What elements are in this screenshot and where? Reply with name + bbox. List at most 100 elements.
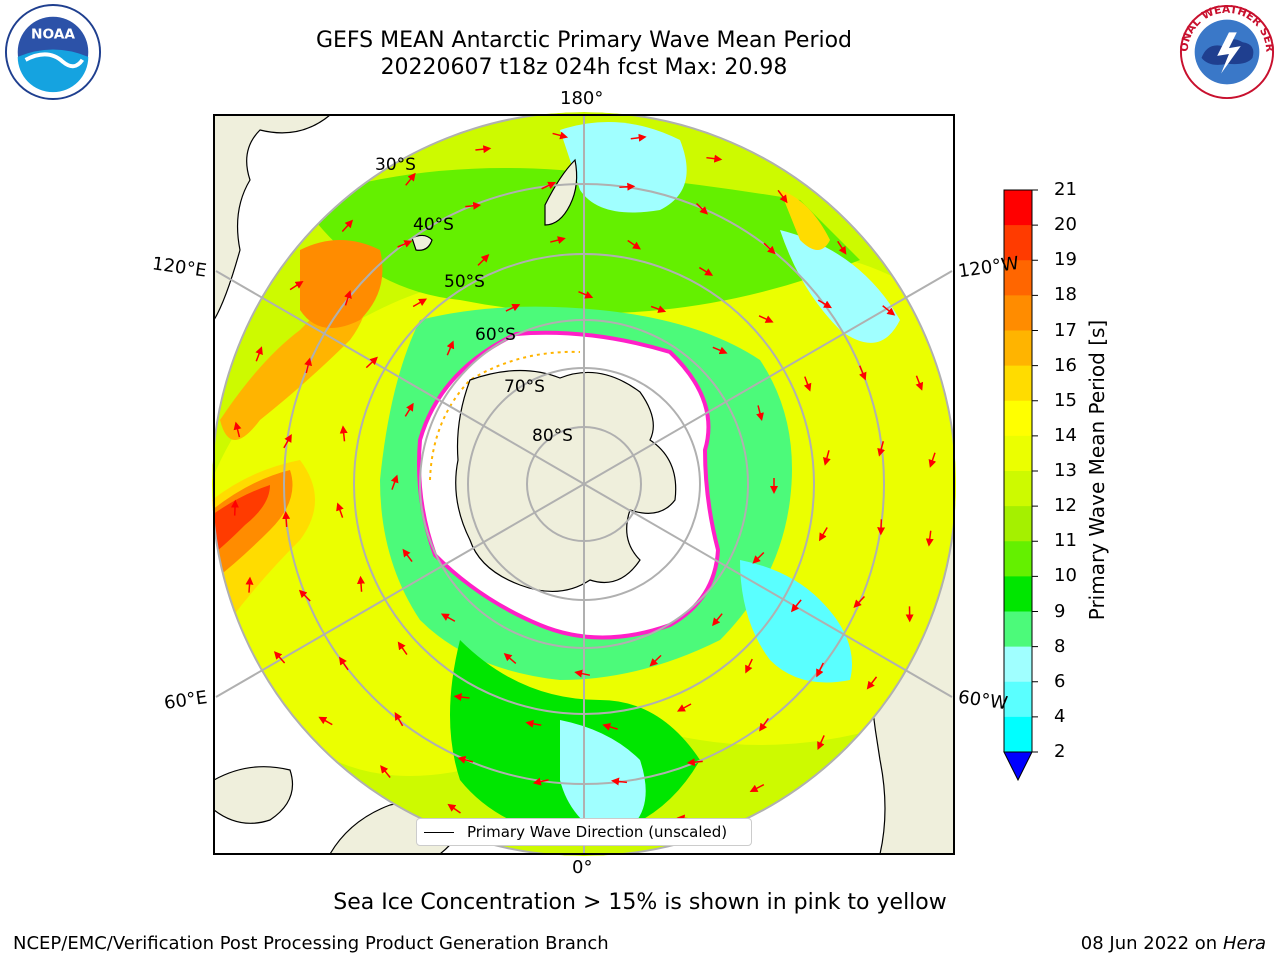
- colorbar-segment: [1004, 576, 1032, 612]
- wave-direction-arrow: [837, 240, 847, 255]
- wave-direction-arrow: [233, 421, 242, 438]
- colorbar-tick-label: 21: [1054, 179, 1077, 200]
- wave-direction-arrow: [390, 474, 399, 490]
- latitude-labels: 30°S 40°S 50°S 60°S 70°S 80°S: [375, 155, 573, 446]
- wave-direction-arrow: [763, 242, 776, 255]
- wave-direction-arrow: [745, 658, 753, 674]
- colorbar-segment: [1004, 435, 1032, 472]
- wave-direction-arrow: [712, 346, 728, 355]
- wave-direction-arrow: [866, 676, 878, 690]
- wave-direction-arrow: [541, 181, 557, 190]
- run-date: 08 Jun 2022 on Hera: [1081, 933, 1266, 954]
- wave-direction-arrow: [273, 651, 286, 664]
- colorbar-tick-label: 8: [1054, 635, 1066, 657]
- map-frame: [213, 114, 955, 855]
- lon-label-0: 0°: [572, 857, 593, 878]
- colorbar-label: Primary Wave Mean Period [s]: [1085, 319, 1109, 621]
- wave-direction-arrow: [477, 254, 490, 266]
- wave-direction-arrow: [341, 219, 354, 233]
- wave-direction-arrow: [574, 669, 591, 678]
- run-host: Hera: [1222, 933, 1266, 954]
- wave-direction-arrow: [394, 711, 404, 727]
- wave-direction-arrow: [803, 376, 812, 392]
- wave-direction-arrow: [503, 653, 517, 665]
- wave-direction-arrow: [817, 735, 825, 751]
- national-weather-service-logo: NATIONAL WEATHER SERVICE: [1178, 3, 1276, 100]
- lat-label-30s: 30°S: [375, 155, 416, 175]
- map-legend: Primary Wave Direction (unscaled): [416, 818, 752, 846]
- wave-direction-arrow: [282, 511, 291, 528]
- colorbar-tick-label: 16: [1054, 354, 1077, 376]
- colorbar-segment: [1004, 295, 1032, 331]
- wave-direction-arrow: [365, 356, 378, 369]
- wave-direction-arrow: [475, 145, 492, 154]
- wave-direction-arrow: [283, 434, 292, 449]
- run-date-text: 08 Jun 2022 on: [1080, 933, 1218, 954]
- wave-direction-arrow: [627, 239, 641, 250]
- lat-label-80s: 80°S: [532, 426, 573, 446]
- wave-direction-arrow: [630, 133, 647, 142]
- wave-direction-arrow: [756, 405, 764, 421]
- land-africa-corner: [214, 766, 294, 824]
- wave-direction-arrow: [245, 576, 254, 593]
- wave-direction-arrow: [357, 575, 365, 592]
- legend-line-sample: [424, 832, 454, 833]
- wave-direction-arrow: [298, 589, 311, 602]
- noaa-logo: NOAA: [4, 3, 102, 101]
- colorbar-tick-label: 14: [1054, 424, 1077, 446]
- wave-direction-arrow: [790, 599, 802, 613]
- wave-direction-arrow: [925, 530, 934, 547]
- wave-direction-arrow: [289, 280, 304, 291]
- land-tasmania: [411, 234, 433, 251]
- wave-direction-arrow: [819, 527, 828, 542]
- wave-direction-arrow: [752, 551, 765, 564]
- lon-label-180: 180°: [560, 88, 604, 109]
- wave-direction-arrow: [749, 783, 765, 792]
- legend-label: Primary Wave Direction (unscaled): [467, 823, 728, 841]
- wave-period-field: [212, 112, 956, 856]
- colorbar-segment: [1004, 225, 1032, 261]
- wave-direction-arrow: [823, 450, 831, 466]
- wave-direction-arrow: [928, 452, 937, 468]
- colorbar-tick-label: 10: [1054, 565, 1077, 587]
- lat-label-70s: 70°S: [504, 377, 545, 397]
- wave-direction-arrow: [525, 719, 542, 728]
- wave-direction-arrow: [777, 189, 788, 204]
- colorbar-segment: [1004, 400, 1032, 437]
- wave-direction-arrow: [446, 340, 455, 356]
- colorbar-tick-label: 12: [1054, 495, 1077, 517]
- wave-direction-arrow: [457, 755, 474, 764]
- wave-direction-arrow: [397, 240, 413, 248]
- wave-direction-arrow: [453, 693, 470, 702]
- wave-direction-arrow: [552, 131, 569, 140]
- wave-direction-arrow: [412, 298, 428, 308]
- colorbar-tick-label: 19: [1054, 249, 1077, 271]
- wave-direction-arrow: [532, 777, 549, 786]
- wave-direction-arrow: [650, 305, 667, 313]
- colorbar-extend-triangle: [1003, 751, 1033, 782]
- colorbar-segment: [1004, 260, 1032, 296]
- wave-direction-arrow: [338, 656, 349, 671]
- colorbar-segment: [1004, 716, 1032, 753]
- colorbar-tick-label: 6: [1054, 670, 1066, 692]
- wave-direction-arrow: [339, 425, 348, 442]
- wave-direction-arrow: [817, 299, 832, 309]
- wave-direction-arrow: [344, 290, 352, 306]
- map-subtitle: 20220607 t18z 024h fcst Max: 20.98: [380, 55, 788, 80]
- wave-direction-arrow: [397, 641, 408, 655]
- colorbar-tick-label: 15: [1054, 389, 1077, 411]
- colorbar-segment: [1004, 611, 1032, 648]
- land-new-zealand: [544, 158, 578, 226]
- lat-label-60s: 60°S: [475, 325, 516, 345]
- wave-direction-arrow: [706, 154, 723, 163]
- colorbar-segment: [1004, 506, 1032, 542]
- wave-direction-arrow: [676, 703, 692, 712]
- wave-direction-arrow: [380, 765, 391, 778]
- credit-text: NCEP/EMC/Verification Post Processing Pr…: [13, 933, 609, 954]
- wave-direction-arrow: [318, 716, 333, 726]
- colorbar-tick-label: 18: [1054, 284, 1077, 306]
- wave-direction-arrow: [402, 548, 413, 562]
- svg-text:NOAA: NOAA: [31, 26, 75, 42]
- wave-direction-arrow: [816, 662, 824, 678]
- colorbar-tick-label: 2: [1054, 741, 1066, 762]
